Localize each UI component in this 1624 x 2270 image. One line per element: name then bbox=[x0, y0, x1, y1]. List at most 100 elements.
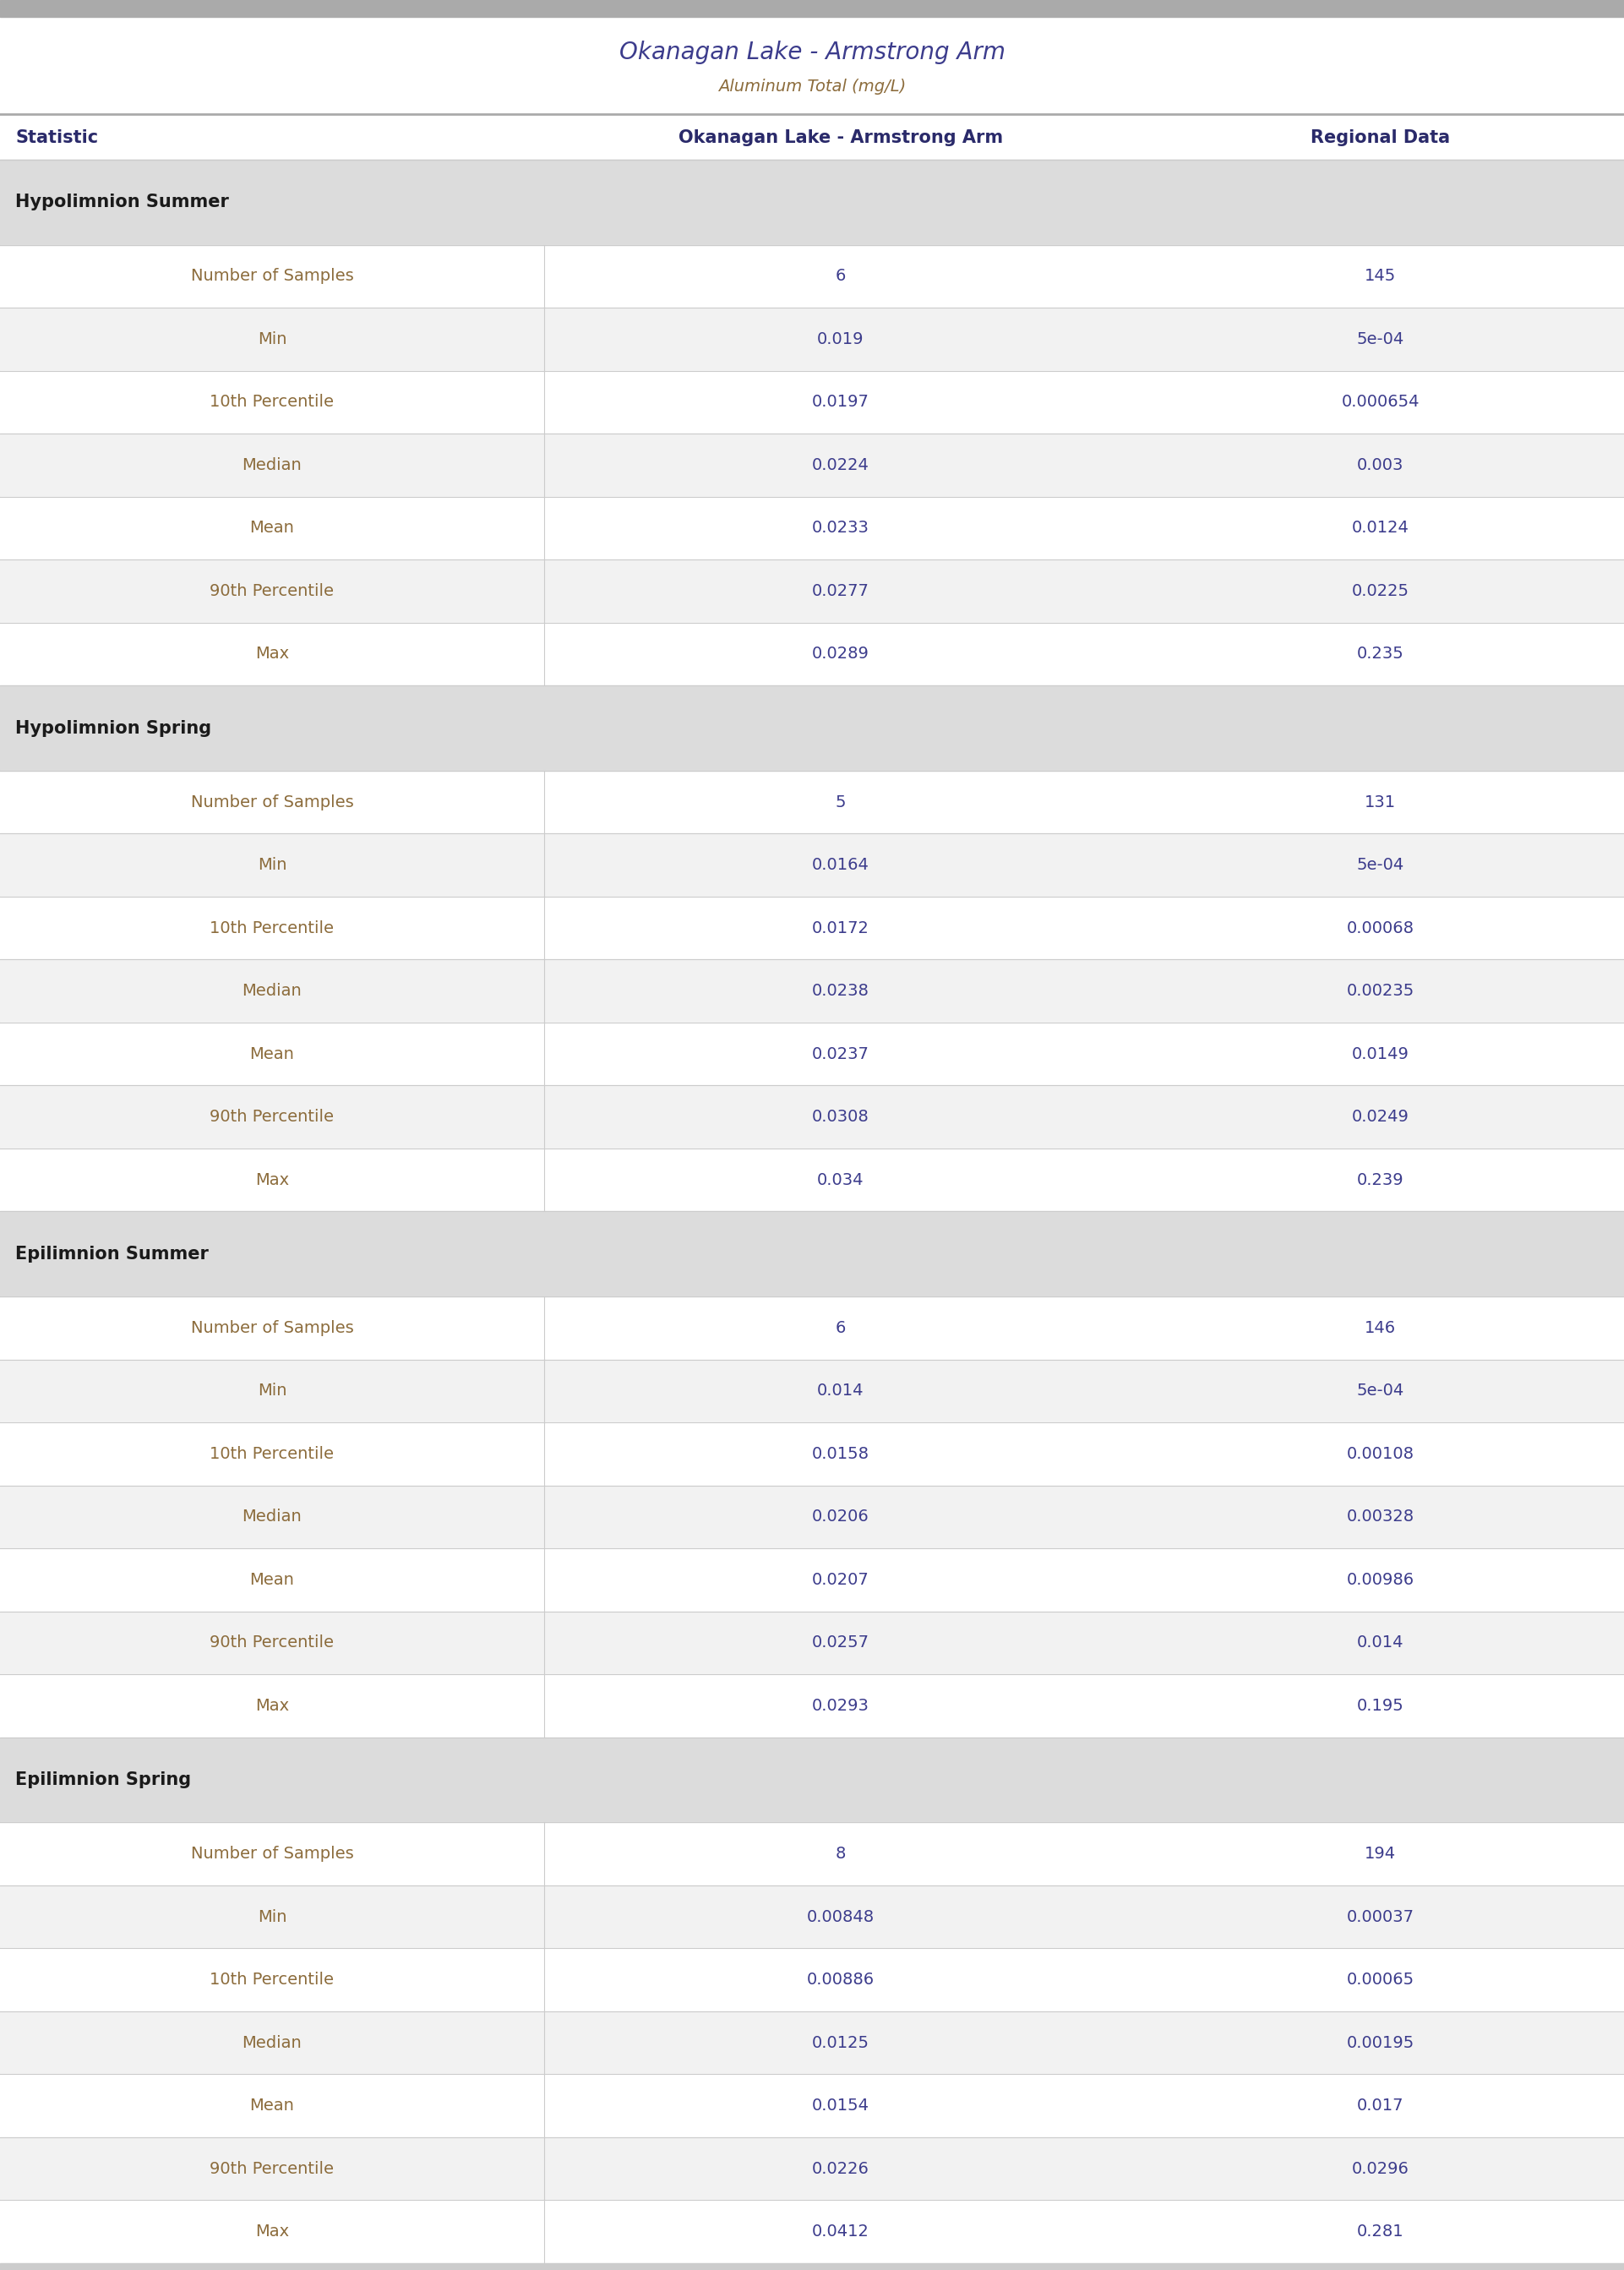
Text: Hypolimnion Summer: Hypolimnion Summer bbox=[15, 193, 229, 211]
Text: 0.0224: 0.0224 bbox=[812, 456, 869, 472]
Text: Median: Median bbox=[242, 983, 302, 999]
Text: Min: Min bbox=[258, 1382, 286, 1398]
Text: 0.0277: 0.0277 bbox=[812, 583, 869, 599]
Bar bbox=[0, 1823, 1624, 1886]
Bar bbox=[0, 1085, 1624, 1149]
Text: 0.00886: 0.00886 bbox=[807, 1973, 874, 1989]
Text: 0.000654: 0.000654 bbox=[1341, 395, 1419, 411]
Bar bbox=[0, 1423, 1624, 1485]
Text: Max: Max bbox=[255, 1171, 289, 1187]
Text: 0.239: 0.239 bbox=[1358, 1171, 1403, 1187]
Bar bbox=[0, 770, 1624, 833]
Text: 90th Percentile: 90th Percentile bbox=[209, 2161, 335, 2177]
Bar bbox=[0, 2200, 1624, 2263]
Text: 0.0206: 0.0206 bbox=[812, 1510, 869, 1525]
Text: 0.00235: 0.00235 bbox=[1346, 983, 1415, 999]
Text: 90th Percentile: 90th Percentile bbox=[209, 1634, 335, 1650]
Text: 0.00848: 0.00848 bbox=[807, 1909, 874, 1925]
Text: Min: Min bbox=[258, 331, 286, 347]
Bar bbox=[0, 1296, 1624, 1360]
Bar bbox=[0, 1485, 1624, 1548]
Bar bbox=[0, 2011, 1624, 2075]
Text: 6: 6 bbox=[835, 268, 846, 284]
Text: Statistic: Statistic bbox=[15, 129, 97, 145]
Text: 0.0238: 0.0238 bbox=[812, 983, 869, 999]
Text: 8: 8 bbox=[835, 1846, 846, 1861]
Bar bbox=[0, 245, 1624, 309]
Text: Max: Max bbox=[255, 2225, 289, 2240]
Text: Epilimnion Spring: Epilimnion Spring bbox=[15, 1771, 192, 1789]
Bar bbox=[0, 833, 1624, 897]
Text: 5e-04: 5e-04 bbox=[1356, 858, 1405, 874]
Text: 0.0289: 0.0289 bbox=[812, 647, 869, 663]
Bar bbox=[0, 2263, 1624, 2270]
Text: 146: 146 bbox=[1364, 1319, 1397, 1337]
Text: Median: Median bbox=[242, 456, 302, 472]
Text: Epilimnion Summer: Epilimnion Summer bbox=[15, 1246, 208, 1262]
Text: 0.017: 0.017 bbox=[1358, 2097, 1403, 2113]
Text: 6: 6 bbox=[835, 1319, 846, 1337]
Text: 0.0124: 0.0124 bbox=[1351, 520, 1410, 536]
Text: 131: 131 bbox=[1364, 794, 1397, 810]
Text: 0.0207: 0.0207 bbox=[812, 1571, 869, 1589]
Bar bbox=[0, 1948, 1624, 2011]
Text: 0.014: 0.014 bbox=[817, 1382, 864, 1398]
Text: 10th Percentile: 10th Percentile bbox=[209, 395, 335, 411]
Bar bbox=[0, 2075, 1624, 2138]
Text: 0.0308: 0.0308 bbox=[812, 1110, 869, 1126]
Text: 194: 194 bbox=[1364, 1846, 1397, 1861]
Text: 0.0412: 0.0412 bbox=[812, 2225, 869, 2240]
Text: 0.00986: 0.00986 bbox=[1346, 1571, 1415, 1589]
Text: 0.0226: 0.0226 bbox=[812, 2161, 869, 2177]
Text: Median: Median bbox=[242, 1510, 302, 1525]
Text: 0.0125: 0.0125 bbox=[812, 2034, 869, 2050]
Text: 0.0197: 0.0197 bbox=[812, 395, 869, 411]
Text: 10th Percentile: 10th Percentile bbox=[209, 919, 335, 935]
Text: Mean: Mean bbox=[250, 520, 294, 536]
Text: 0.0249: 0.0249 bbox=[1351, 1110, 1410, 1126]
Text: 0.00065: 0.00065 bbox=[1346, 1973, 1415, 1989]
Text: 0.195: 0.195 bbox=[1356, 1698, 1405, 1714]
Bar bbox=[0, 686, 1624, 770]
Text: Max: Max bbox=[255, 1698, 289, 1714]
Text: 0.00195: 0.00195 bbox=[1346, 2034, 1415, 2050]
Text: 0.0149: 0.0149 bbox=[1351, 1046, 1410, 1062]
Bar bbox=[0, 309, 1624, 370]
Bar bbox=[0, 497, 1624, 561]
Text: Min: Min bbox=[258, 858, 286, 874]
Text: Regional Data: Regional Data bbox=[1311, 129, 1450, 145]
Bar bbox=[0, 1022, 1624, 1085]
Text: Number of Samples: Number of Samples bbox=[190, 1846, 354, 1861]
Text: 0.019: 0.019 bbox=[817, 331, 864, 347]
Text: Mean: Mean bbox=[250, 1046, 294, 1062]
Text: Hypolimnion Spring: Hypolimnion Spring bbox=[15, 720, 211, 735]
Text: 5: 5 bbox=[835, 794, 846, 810]
Text: 0.003: 0.003 bbox=[1358, 456, 1403, 472]
Text: Number of Samples: Number of Samples bbox=[190, 794, 354, 810]
Bar bbox=[0, 370, 1624, 434]
Text: 0.0233: 0.0233 bbox=[812, 520, 869, 536]
Text: 0.0293: 0.0293 bbox=[812, 1698, 869, 1714]
Text: Aluminum Total (mg/L): Aluminum Total (mg/L) bbox=[718, 77, 906, 95]
Text: Number of Samples: Number of Samples bbox=[190, 268, 354, 284]
Text: 0.00108: 0.00108 bbox=[1346, 1446, 1415, 1462]
Text: Number of Samples: Number of Samples bbox=[190, 1319, 354, 1337]
Bar bbox=[0, 1737, 1624, 1823]
Text: 0.014: 0.014 bbox=[1358, 1634, 1403, 1650]
Bar bbox=[0, 2138, 1624, 2200]
Text: 0.0225: 0.0225 bbox=[1351, 583, 1410, 599]
Text: Mean: Mean bbox=[250, 1571, 294, 1589]
Text: 10th Percentile: 10th Percentile bbox=[209, 1446, 335, 1462]
Text: 90th Percentile: 90th Percentile bbox=[209, 583, 335, 599]
Text: 5e-04: 5e-04 bbox=[1356, 1382, 1405, 1398]
Text: 5e-04: 5e-04 bbox=[1356, 331, 1405, 347]
Bar bbox=[0, 434, 1624, 497]
Text: Okanagan Lake - Armstrong Arm: Okanagan Lake - Armstrong Arm bbox=[679, 129, 1002, 145]
Text: Max: Max bbox=[255, 647, 289, 663]
Text: Okanagan Lake - Armstrong Arm: Okanagan Lake - Armstrong Arm bbox=[619, 41, 1005, 64]
Bar bbox=[0, 1548, 1624, 1612]
Bar bbox=[0, 1886, 1624, 1948]
Bar bbox=[0, 159, 1624, 245]
Bar bbox=[0, 1149, 1624, 1212]
Text: Median: Median bbox=[242, 2034, 302, 2050]
